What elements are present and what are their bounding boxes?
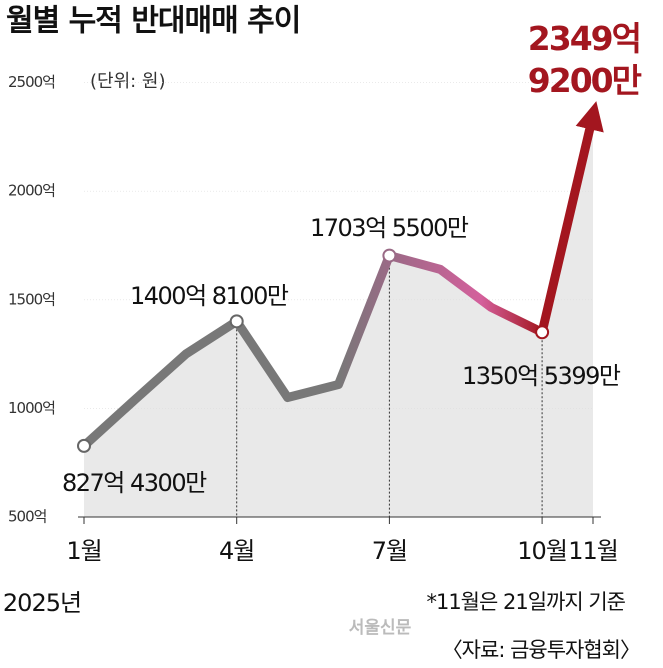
note: *11월은 21일까지 기준 <box>426 590 625 614</box>
watermark: 서울신문 <box>349 618 412 638</box>
value-label: 2349억 9200만 <box>528 19 642 100</box>
y-tick-label: 2500억 <box>8 73 55 91</box>
value-label: 1703억 5500만 <box>310 214 469 242</box>
y-tick-label: 1000억 <box>8 399 55 417</box>
x-tick-label: 11월 <box>568 537 618 565</box>
chart-title: 월별 누적 반대매매 추이 <box>6 4 300 39</box>
value-label-line: 2349억 <box>528 19 640 58</box>
value-label-line: 9200만 <box>528 61 642 100</box>
arrow <box>537 101 604 334</box>
year-label: 2025년 <box>3 589 81 617</box>
point <box>229 314 244 329</box>
x-tick-label: 4월 <box>219 537 254 565</box>
point <box>77 438 91 453</box>
value-label: 827억 4300만 <box>62 469 207 497</box>
subtitle: (단위: 원) <box>90 71 166 92</box>
y-tick-label: 2000억 <box>8 182 55 200</box>
x-tick-label: 1월 <box>66 537 101 565</box>
x-tick-label: 10월 <box>517 537 567 565</box>
area <box>84 115 593 517</box>
value-label: 1400억 8100만 <box>130 282 289 310</box>
point <box>382 248 397 263</box>
source: 〈자료: 금융투자협회〉 <box>442 638 640 662</box>
x-tick-label: 7월 <box>372 537 407 565</box>
y-tick-label: 500억 <box>8 508 46 526</box>
point <box>535 325 550 340</box>
value-label: 1350억 5399만 <box>462 362 621 390</box>
y-tick-label: 1500억 <box>8 290 55 308</box>
line <box>80 251 545 450</box>
